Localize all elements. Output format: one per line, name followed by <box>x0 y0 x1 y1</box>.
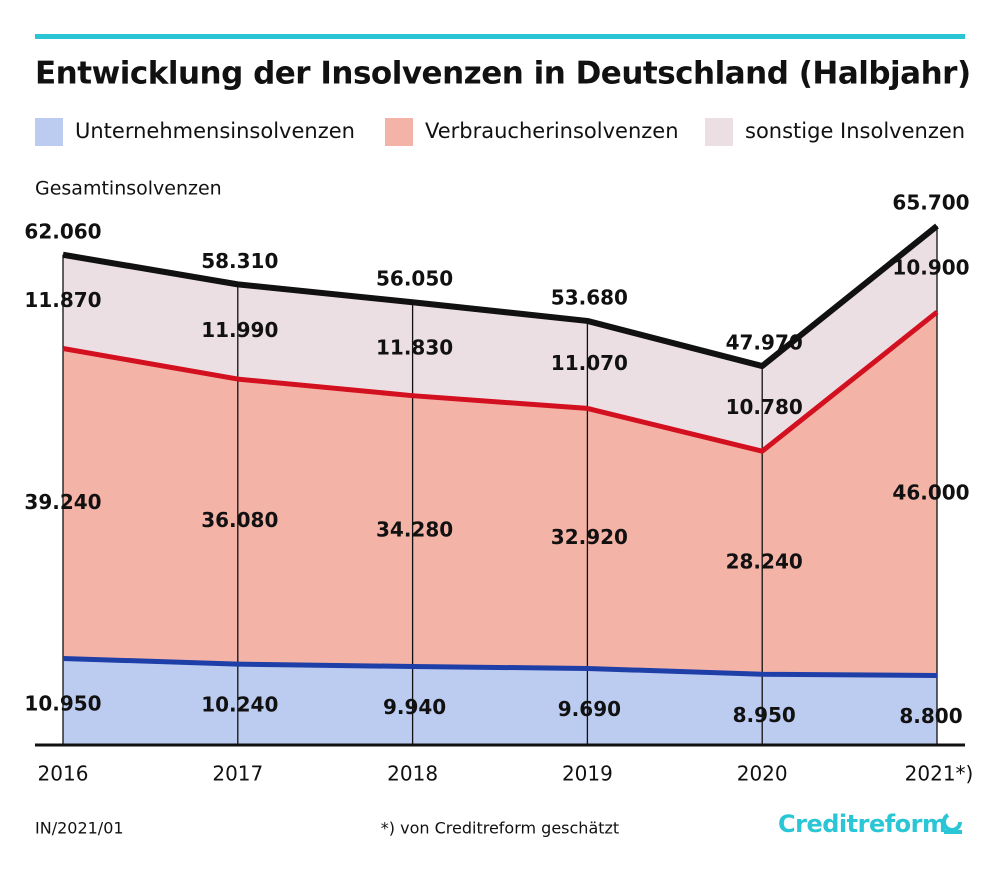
logo-mark <box>942 813 962 834</box>
total-label: Gesamtinsolvenzen <box>35 178 222 200</box>
x-tick-label: 2020 <box>737 762 788 786</box>
total-value-label: 56.050 <box>376 267 453 291</box>
value-label: 11.990 <box>201 318 278 342</box>
series-line <box>62 656 938 678</box>
value-label: 8.950 <box>733 703 796 727</box>
legend-swatch <box>705 118 733 146</box>
total-value-label: 65.700 <box>892 191 969 215</box>
series-line <box>62 310 939 454</box>
total-line <box>62 223 939 370</box>
value-label: 9.690 <box>558 697 621 721</box>
legend-label: Verbraucherinsolvenzen <box>425 119 679 143</box>
total-value-label: 62.060 <box>24 219 101 243</box>
value-label: 34.280 <box>376 518 453 542</box>
value-label: 11.070 <box>551 351 628 375</box>
legend-swatch <box>385 118 413 146</box>
x-tick-label: 2018 <box>387 762 438 786</box>
logo: Creditreform <box>778 810 947 838</box>
value-label: 36.080 <box>201 508 278 532</box>
value-label: 8.800 <box>899 704 962 728</box>
x-tick-label: 2019 <box>562 762 613 786</box>
footer-code: IN/2021/01 <box>35 819 124 838</box>
value-label: 10.950 <box>24 692 101 716</box>
value-label: 28.240 <box>726 549 803 573</box>
legend-label: Unternehmensinsolvenzen <box>75 119 355 143</box>
x-tick-label: 2016 <box>38 762 89 786</box>
value-label: 9.940 <box>383 695 446 719</box>
chart-title: Entwicklung der Insolvenzen in Deutschla… <box>35 56 971 92</box>
area <box>63 658 937 745</box>
total-value-label: 47.970 <box>726 331 803 355</box>
area <box>63 312 937 676</box>
value-label: 11.870 <box>24 288 101 312</box>
x-tick-label: 2021*) <box>905 762 974 786</box>
value-label: 10.780 <box>726 395 803 419</box>
legend-swatch <box>35 118 63 146</box>
value-label: 10.240 <box>201 693 278 717</box>
value-label: 46.000 <box>892 480 969 504</box>
value-label: 39.240 <box>24 490 101 514</box>
top-rule <box>35 34 965 39</box>
value-label: 10.900 <box>892 256 969 280</box>
footer-note: *) von Creditreform geschätzt <box>381 819 619 838</box>
x-tick-label: 2017 <box>212 762 263 786</box>
area <box>63 226 937 452</box>
total-value-label: 53.680 <box>551 285 628 309</box>
total-value-label: 58.310 <box>201 249 278 273</box>
value-label: 32.920 <box>551 525 628 549</box>
value-label: 11.830 <box>376 335 453 359</box>
legend-label: sonstige Insolvenzen <box>745 119 965 143</box>
